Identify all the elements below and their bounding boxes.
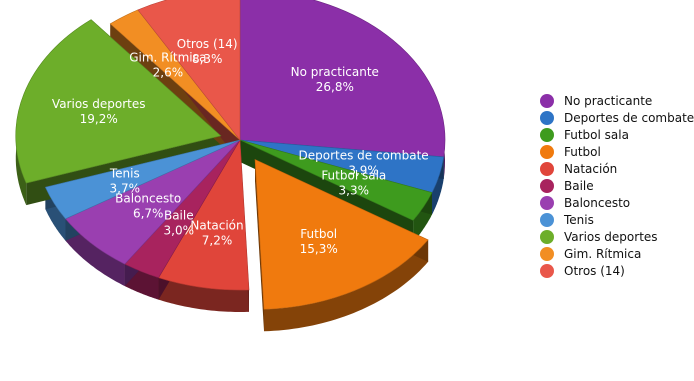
legend-label: Tenis	[564, 212, 594, 227]
legend-item: Baloncesto	[540, 194, 690, 211]
legend-label: Baloncesto	[564, 195, 631, 210]
pie-slice-label-4: Natación 7,2%	[190, 219, 243, 248]
legend-swatch	[540, 195, 554, 210]
pie-slice-label-2: Futbol sala 3,3%	[321, 168, 386, 197]
legend-item: Gim. Rítmica	[540, 245, 690, 262]
pie-slice-label-1: Deportes de combate 3,9%	[299, 149, 429, 178]
legend-label: No practicante	[564, 93, 653, 108]
legend-label: Futbol sala	[564, 127, 629, 142]
legend-label: Varios deportes	[564, 229, 658, 244]
legend-label: Deportes de combate	[564, 110, 694, 125]
legend-label: Natación	[564, 161, 618, 176]
pie-slice-3	[254, 158, 429, 310]
legend-swatch	[540, 144, 554, 159]
legend-swatch	[540, 246, 554, 261]
pie-slice-side-4	[158, 277, 249, 312]
legend-item: Baile	[540, 177, 690, 194]
legend-item: Tenis	[540, 211, 690, 228]
legend-swatch	[540, 212, 554, 227]
pie-slice-label-9: Gim. Rítmica 2,6%	[129, 50, 206, 79]
legend-item: No practicante	[540, 92, 690, 109]
pie-slice-side-6	[65, 218, 125, 287]
chart-legend: No practicante Deportes de combate Futbol …	[540, 92, 694, 279]
pie-slice-10	[137, 0, 241, 141]
pie-slice-label-8: Varios deportes 19,2%	[52, 97, 146, 126]
pie-slice-label-3: Futbol 15,3%	[300, 227, 338, 256]
legend-item: Otros (14)	[540, 262, 690, 279]
pie-slice-0	[239, 0, 446, 158]
legend-swatch	[540, 229, 554, 244]
legend-swatch	[540, 263, 554, 278]
legend-item: Natación	[540, 160, 690, 177]
legend-item: Deportes de combate	[540, 109, 694, 126]
pie-slice-label-5: Baile 3,0%	[164, 209, 195, 238]
legend-label: Otros (14)	[564, 263, 625, 278]
legend-swatch	[540, 127, 554, 142]
legend-item: Varios deportes	[540, 228, 690, 245]
legend-swatch	[540, 178, 554, 193]
pie-slice-label-6: Baloncesto 6,7%	[115, 191, 181, 220]
pie-slice-side-3	[264, 239, 429, 332]
legend-label: Gim. Rítmica	[564, 246, 642, 261]
legend-item: Futbol sala	[540, 126, 690, 143]
legend-swatch	[540, 161, 554, 176]
legend-swatch	[540, 110, 554, 125]
legend-swatch	[540, 93, 554, 108]
pie-slice-7	[44, 139, 241, 220]
legend-item: Futbol	[540, 143, 690, 160]
pie-slice-2	[239, 139, 433, 221]
pie-slice-label-7: Tenis 3,7%	[109, 166, 140, 195]
pie-slice-face-3-1	[255, 159, 265, 332]
legend-label: Futbol	[564, 144, 601, 159]
pie-slice-label-0: No practicante 26,8%	[291, 65, 379, 94]
legend-label: Baile	[564, 178, 594, 193]
pie-slice-label-10: Otros (14) 8,3%	[177, 37, 238, 66]
pie-slice-8	[15, 19, 222, 184]
